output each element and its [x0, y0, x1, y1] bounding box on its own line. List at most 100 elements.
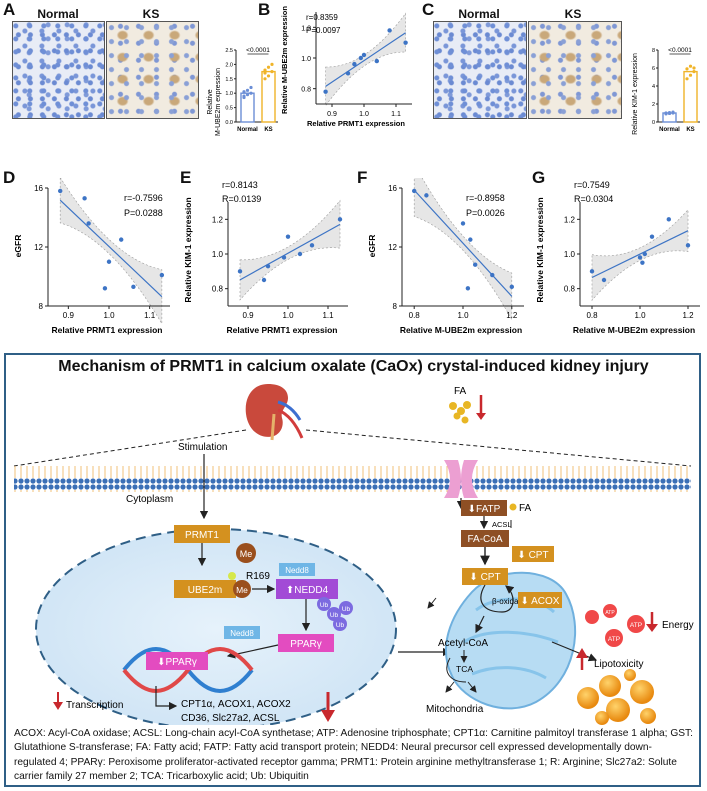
panel-g-confidence-band: [591, 209, 689, 302]
stimulation-label: Stimulation: [178, 442, 227, 453]
panel-a-ylabel-line2: M-UBE2m expression: [215, 68, 222, 136]
ube2m-label: UBE2m: [188, 585, 222, 596]
panel-e-r: r=0.8143: [222, 180, 258, 190]
panel-a-point: [270, 70, 274, 74]
mechanism-title: Mechanism of PRMT1 in calcium oxalate (C…: [58, 358, 649, 375]
fa-side-label: FA: [519, 503, 532, 514]
panel-e-ylabel: Relative KIM-1 expression: [183, 197, 193, 302]
panel-d-point: [159, 272, 165, 278]
panel-c-ytick-label: 4: [652, 84, 655, 90]
atp-molecules: ATP ATP ATP: [585, 604, 645, 647]
panel-f-point: [460, 221, 466, 226]
panel-e-ytick-label: 0.8: [212, 285, 224, 294]
panel-c-point: [688, 73, 693, 77]
panel-g-regression-line: [591, 230, 689, 279]
panel-g-point: [601, 277, 607, 283]
panel-a-ks-micrograph: [106, 21, 199, 119]
panel-g-point: [685, 243, 691, 248]
panel-b-plot: 0.9 1.0 1.1 0.8 1.0 1.2: [301, 12, 412, 118]
transcription-label: Transcription: [66, 700, 123, 711]
panel-c-ytick-label: 8: [652, 48, 655, 54]
panel-b-point: [403, 40, 408, 45]
panel-f-xtick-label: 1.0: [457, 311, 469, 320]
panel-f-point: [424, 193, 429, 198]
panel-e-point: [285, 234, 291, 239]
facoa-label: FA-CoA: [467, 534, 502, 545]
panel-a-point: [270, 62, 274, 66]
panel-c-point: [667, 110, 672, 115]
me-circle-2: [233, 580, 251, 598]
panel-f-p: P=0.0026: [466, 208, 505, 218]
panel-c-point: [664, 111, 668, 115]
panel-c-ytick-label: 2: [652, 102, 655, 108]
prmt1-label: PRMT1: [185, 530, 219, 541]
nedd8-bottom-node: [224, 626, 260, 639]
panel-b-point: [323, 89, 328, 94]
panel-d-xtick-label: 0.9: [63, 311, 75, 320]
panel-c-point: [692, 66, 696, 70]
panel-g-point: [589, 269, 595, 274]
panel-g-point: [649, 234, 655, 239]
panel-d-regression-line: [59, 199, 163, 298]
panel-c-ylabel: Relative KIM-1 expression: [632, 53, 639, 135]
panel-g-xtick-label: 1.2: [682, 311, 694, 320]
panel-a-point: [245, 88, 250, 92]
panel-d-ylabel: eGFR: [13, 235, 23, 258]
acox-label: ⬇ ACOX: [521, 596, 560, 607]
panel-b-p: P=0.0097: [306, 26, 341, 35]
panel-b-ylabel: Relative M-UBE2m expression: [280, 6, 289, 114]
panel-letter-d: D: [3, 168, 16, 187]
panel-c-bar: [683, 70, 698, 123]
panel-a-plot: 0.0 0.5 1.0 1.5 2.0 2.5 Normal KS <0.0001: [225, 47, 278, 133]
panel-e-xtick-label: 0.9: [242, 311, 254, 320]
panel-b-point: [374, 58, 379, 64]
panel-a-point: [242, 94, 246, 98]
panel-b-point: [358, 55, 363, 61]
atp-label-2: ATP: [608, 636, 620, 643]
panel-c-normal-micrograph: [433, 21, 527, 119]
pparg-protein-node: [278, 634, 334, 652]
panel-a-ytick-label: 2.0: [225, 62, 233, 68]
nedd8-top-label: Nedd8: [285, 566, 309, 575]
panel-f-ytick-label: 8: [393, 302, 398, 311]
ub-label-4: Ub: [336, 622, 345, 629]
panel-a-normal-label: Normal: [37, 7, 79, 21]
lipotoxicity-up-arrow: [576, 648, 588, 658]
ub-label-2: Ub: [330, 612, 339, 619]
cpt-inner-node: [462, 568, 508, 585]
mitochondria-label: Mitochondria: [426, 704, 484, 715]
genes-line1: CPT1α, ACOX1, ACOX2: [181, 699, 291, 710]
panel-d-xtick-label: 1.1: [144, 311, 156, 320]
panel-a-pvalue: <0.0001: [246, 47, 270, 54]
panel-f-plot: 0.8 1.0 1.2 8 12 16: [388, 178, 524, 321]
panel-c-ks-label: KS: [564, 7, 582, 21]
panel-c-plot: 0 2 4 6 8 Normal KS <0.0001: [652, 47, 700, 133]
panel-f-point: [465, 286, 471, 291]
panel-a-ylabel-line1: Relative: [207, 89, 214, 114]
cpt-outer-label: ⬇ CPT: [517, 550, 548, 561]
panel-d-point: [106, 259, 112, 264]
genes-line2: CD36, Slc27a2, ACSL: [181, 713, 280, 724]
panel-f-xlabel: Relative M-UBE2m expression: [400, 325, 522, 335]
panel-b-r: r=0.8359: [306, 13, 338, 22]
panel-letter-g: G: [532, 168, 546, 187]
fa-side-droplet: [509, 503, 517, 511]
panel-a-normal-micrograph: [12, 21, 105, 119]
cell-membrane: [14, 466, 691, 492]
panel-e-ytick-label: 1.0: [212, 250, 224, 259]
fatp-node: [461, 500, 507, 516]
panel-e-regression-line: [239, 223, 341, 281]
panel-a-point: [249, 85, 253, 90]
me-circle-1: [236, 543, 256, 563]
panel-f-point: [490, 272, 495, 278]
abbreviations-text: ACOX: Acyl-CoA oxidase; ACSL: Long-chain…: [14, 728, 693, 782]
beta-oxidation-label: β-oxidation: [492, 597, 531, 606]
panel-g-scatter: Relative KIM-1 expression Relative M-UBE…: [535, 180, 700, 335]
panel-c-ytick-label: 6: [652, 66, 655, 72]
acsl-label: ACSL: [492, 520, 512, 529]
panel-c-point: [688, 64, 693, 68]
panel-g-point: [637, 255, 643, 260]
panel-g-ytick-label: 1.2: [564, 215, 576, 224]
genes-down-arrow: [321, 710, 335, 722]
r169-site: [228, 572, 236, 580]
